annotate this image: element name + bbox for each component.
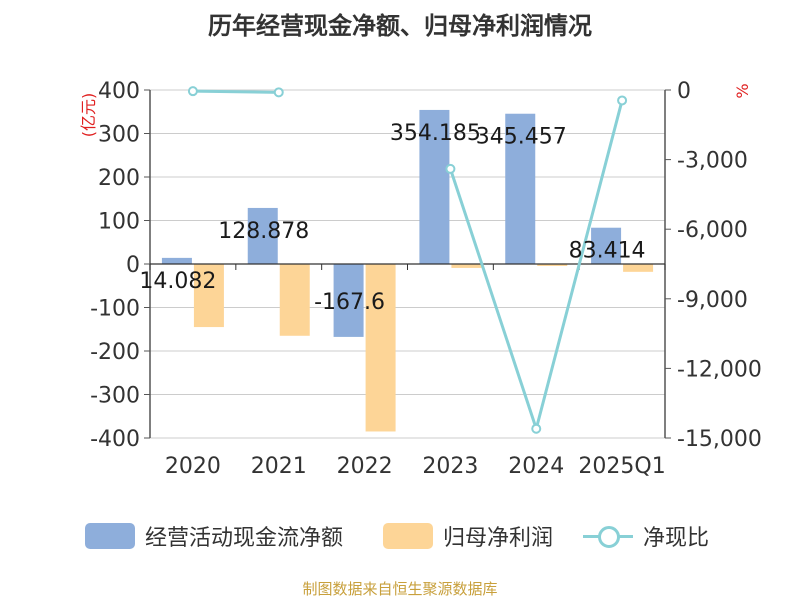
right-tick-label: -12,000 (677, 357, 762, 382)
left-tick-label: 300 (98, 123, 140, 148)
right-unit-label: % (733, 83, 752, 98)
data-label-cashflow: -167.6 (314, 290, 385, 315)
legend-item-netprofit: 归母净利润 (383, 516, 553, 556)
bar-cashflow (247, 207, 278, 264)
category-label: 2025Q1 (578, 454, 665, 479)
left-tick-label: -300 (90, 384, 140, 409)
data-label-cashflow: 14.082 (139, 269, 216, 294)
category-label: 2023 (422, 454, 478, 479)
category-label: 2022 (337, 454, 393, 479)
bar-cashflow (333, 264, 364, 337)
bar-netprofit (279, 264, 310, 336)
bar-netprofit (623, 264, 654, 272)
ratio-point (187, 86, 198, 97)
bar-cashflow (591, 227, 622, 264)
left-tick-label: -100 (90, 297, 140, 322)
source-note: 制图数据来自恒生聚源数据库 (302, 580, 498, 598)
bar-cashflow (161, 257, 192, 264)
bar-netprofit (451, 264, 482, 268)
left-unit-label: (亿元) (79, 93, 98, 138)
bar-netprofit (365, 264, 396, 432)
category-label: 2020 (165, 454, 221, 479)
ratio-line (192, 89, 279, 94)
right-tick-label: -15,000 (677, 427, 762, 452)
category-label: 2021 (251, 454, 307, 479)
left-tick-label: 100 (98, 210, 140, 235)
data-label-cashflow: 83.414 (569, 239, 646, 264)
legend-swatch-ratio (583, 523, 633, 549)
legend-item-cashflow: 经营活动现金流净额 (85, 516, 343, 556)
right-tick-label: -3,000 (677, 149, 748, 174)
bar-cashflow (505, 113, 536, 265)
left-tick-label: -200 (90, 340, 140, 365)
legend: 经营活动现金流净额 归母净利润 净现比 (0, 516, 800, 556)
data-label-cashflow: 128.878 (218, 219, 309, 244)
data-label-cashflow: 345.457 (476, 125, 567, 150)
left-tick-label: -400 (90, 427, 140, 452)
right-tick-label: -9,000 (677, 288, 748, 313)
ratio-point (445, 163, 456, 174)
legend-swatch-cashflow (85, 523, 135, 549)
bar-netprofit (193, 264, 224, 328)
left-tick-label: 0 (126, 253, 140, 278)
bar-netprofit (537, 264, 568, 266)
legend-label-netprofit: 归母净利润 (443, 526, 554, 551)
legend-label-ratio: 净现比 (643, 526, 710, 551)
legend-swatch-netprofit (383, 523, 433, 549)
legend-label-cashflow: 经营活动现金流净额 (145, 526, 344, 551)
legend-item-ratio: 净现比 (583, 516, 709, 556)
right-tick-label: 0 (677, 79, 691, 104)
bar-cashflow (419, 109, 450, 264)
left-tick-label: 200 (98, 166, 140, 191)
chart-title: 历年经营现金净额、归母净利润情况 (208, 12, 592, 40)
left-tick-label: 400 (98, 79, 140, 104)
ratio-point (531, 423, 542, 434)
ratio-point (273, 87, 284, 98)
ratio-point (617, 95, 628, 106)
data-label-cashflow: 354.185 (390, 121, 481, 146)
right-tick-label: -6,000 (677, 218, 748, 243)
category-label: 2024 (508, 454, 564, 479)
